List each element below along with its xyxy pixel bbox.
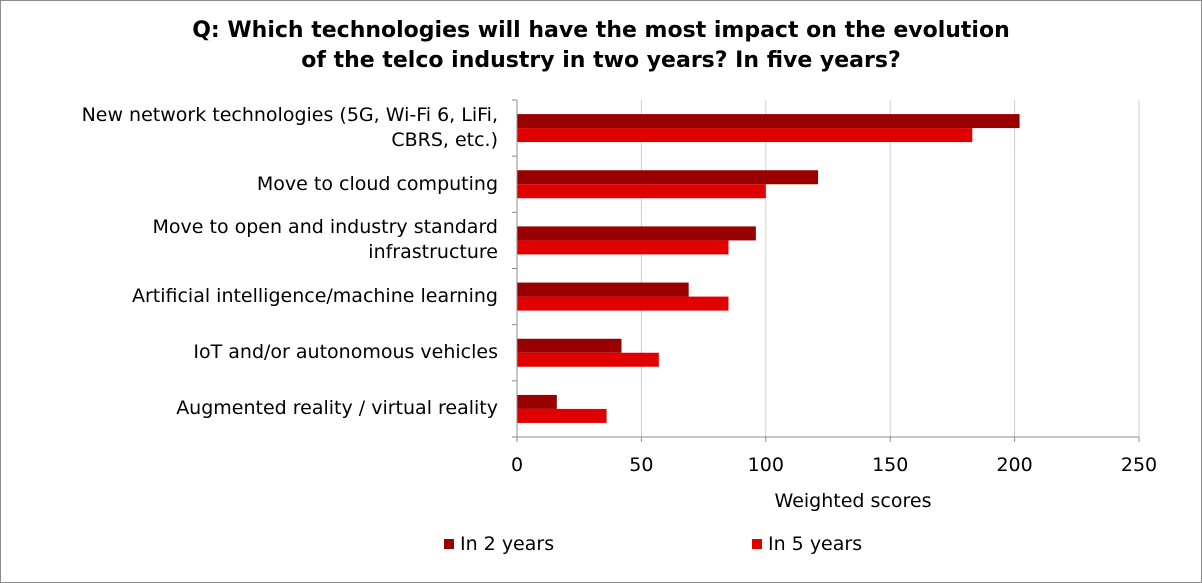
category-label: Augmented reality / virtual reality xyxy=(18,396,498,421)
bar-in-2-years xyxy=(517,226,756,241)
bar-in-5-years xyxy=(517,408,607,423)
category-label-line: CBRS, etc.) xyxy=(391,129,498,152)
gridlines xyxy=(640,100,1140,437)
legend-item-in-5-years: In 5 years xyxy=(752,533,862,555)
category-label: New network technologies (5G, Wi-Fi 6, L… xyxy=(18,103,498,153)
bar-in-2-years xyxy=(517,394,557,409)
bar-in-5-years xyxy=(517,128,973,143)
category-label-line: infrastructure xyxy=(368,241,498,264)
axes xyxy=(512,99,1140,442)
x-tick-label: 200 xyxy=(996,454,1032,476)
x-tick-label: 50 xyxy=(629,454,653,476)
x-tick-labels: 0 50 100 150 200 250 xyxy=(511,454,1157,476)
category-label-line: New network technologies (5G, Wi-Fi 6, L… xyxy=(81,104,498,127)
category-label: IoT and/or autonomous vehicles xyxy=(18,340,498,365)
legend-swatch-in-5-years xyxy=(752,539,762,549)
legend-swatch-in-2-years xyxy=(444,539,454,549)
chart-title: Q: Which technologies will have the most… xyxy=(0,16,1202,76)
bars xyxy=(517,114,1020,423)
category-label: Artificial intelligence/machine learning xyxy=(18,284,498,309)
x-axis-label: Weighted scores xyxy=(775,490,932,512)
x-tick-label: 0 xyxy=(511,454,523,476)
bar-in-2-years xyxy=(517,282,689,297)
bar-in-2-years xyxy=(517,170,819,185)
category-label-line: Augmented reality / virtual reality xyxy=(176,397,498,420)
bar-in-5-years xyxy=(517,296,729,311)
bar-in-2-years xyxy=(517,338,622,353)
category-label-line: Move to cloud computing xyxy=(256,172,498,195)
legend-label-in-5-years: In 5 years xyxy=(768,533,863,555)
bar-in-5-years xyxy=(517,240,729,255)
legend-label-in-2-years: In 2 years xyxy=(460,533,555,555)
bar-in-5-years xyxy=(517,352,659,367)
category-label: Move to open and industry standard infras… xyxy=(18,215,499,265)
chart-title-line-2: of the telco industry in two years? In f… xyxy=(301,48,901,73)
bar-in-2-years xyxy=(517,114,1020,129)
legend-item-in-2-years: In 2 years xyxy=(444,533,554,555)
x-tick-label: 150 xyxy=(872,454,908,476)
category-label-line: Artificial intelligence/machine learning xyxy=(131,285,498,308)
chart-title-line-1: Q: Which technologies will have the most… xyxy=(192,18,1010,43)
category-label: Move to cloud computing xyxy=(18,172,498,197)
x-tick-label: 250 xyxy=(1121,454,1157,476)
x-tick-label: 100 xyxy=(748,454,784,476)
bar-in-5-years xyxy=(517,184,766,199)
category-label-line: Move to open and industry standard xyxy=(152,216,499,239)
category-label-line: IoT and/or autonomous vehicles xyxy=(193,341,498,364)
